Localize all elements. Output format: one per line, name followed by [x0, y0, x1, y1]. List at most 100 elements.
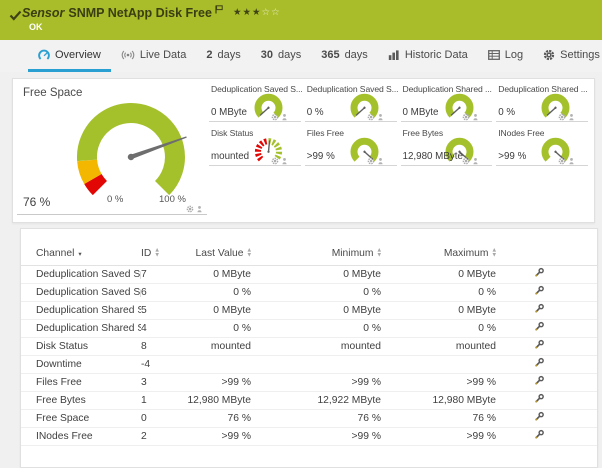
- channel-gauge-value: 12,980 MByte: [402, 151, 463, 162]
- channel-settings-gear-icon: [535, 429, 544, 439]
- channel-settings-icon[interactable]: [534, 339, 545, 353]
- mini-gear-icon[interactable]: [367, 157, 375, 165]
- gauge-cell-actions[interactable]: [462, 157, 479, 165]
- channel-gauge-label: Deduplication Saved S...: [306, 84, 399, 94]
- channel-gauge-value: mounted: [211, 151, 250, 162]
- gauge-cell-actions[interactable]: [462, 113, 479, 121]
- channel-settings-gear-icon: [535, 267, 544, 277]
- mini-gear-icon[interactable]: [462, 157, 470, 165]
- log-icon: [487, 49, 500, 60]
- gauge-max-label: 100 %: [159, 194, 186, 205]
- mini-person-icon[interactable]: [281, 113, 288, 121]
- channel-table-panel: Channel ▾ ID ▲ ▼ Last Value ▲ ▼ Minimum ▲ ▼ Max…: [20, 228, 598, 468]
- gauge-cell-actions[interactable]: [271, 157, 288, 165]
- channel-settings-gear-icon: [535, 375, 544, 385]
- mini-gear-icon[interactable]: [558, 113, 566, 121]
- main-gauge-title: Free Space: [23, 87, 83, 99]
- flag-icon: [215, 4, 223, 13]
- channel-settings-icon[interactable]: [534, 411, 545, 425]
- sensor-status-header: Sensor SNMP NetApp Disk Free ★★★☆☆ OK: [0, 0, 602, 40]
- gauge-needle: [259, 106, 270, 116]
- channel-gauge-label: INodes Free: [498, 128, 545, 138]
- tab-live-data[interactable]: Live Data: [111, 40, 196, 72]
- tab-365-days[interactable]: 365 days: [321, 48, 368, 61]
- column-header-last-value[interactable]: Last Value ▲ ▼: [186, 243, 251, 266]
- mini-person-icon[interactable]: [377, 157, 384, 165]
- table-row-disk-status[interactable]: Disk Status 8 mounted mounted mounted: [21, 337, 597, 356]
- channel-gauge: [254, 138, 282, 162]
- tab-historic-data[interactable]: Historic Data: [378, 40, 478, 72]
- priority-stars[interactable]: ★★★☆☆: [232, 6, 281, 18]
- live-data-icon: [121, 50, 135, 59]
- table-row-inodes-free[interactable]: INodes Free 2 >99 % >99 % >99 %: [21, 427, 597, 446]
- table-row-free-bytes[interactable]: Free Bytes 1 12,980 MByte 12,922 MByte 1…: [21, 391, 597, 410]
- tab-overview[interactable]: Overview: [28, 40, 111, 72]
- mini-gear-icon[interactable]: [367, 113, 375, 121]
- mini-gear-icon[interactable]: [462, 113, 470, 121]
- table-row-free-space[interactable]: Free Space 0 76 % 76 % 76 %: [21, 409, 597, 428]
- gauge-cell-actions[interactable]: [558, 157, 575, 165]
- gauge-grid: Deduplication Saved S... 0 MByte Dedupli…: [209, 83, 588, 166]
- channel-settings-icon[interactable]: [534, 375, 545, 389]
- mini-gear-icon[interactable]: [558, 157, 566, 165]
- channel-gauge: [445, 93, 474, 118]
- mini-person-icon[interactable]: [281, 157, 288, 165]
- tab-30-days[interactable]: 30 days: [260, 48, 302, 61]
- mini-person-icon[interactable]: [472, 113, 479, 121]
- table-row-files-free[interactable]: Files Free 3 >99 % >99 % >99 %: [21, 373, 597, 392]
- channel-gauge-label: Free Bytes: [402, 128, 444, 138]
- table-row-downtime[interactable]: Downtime -4: [21, 355, 597, 374]
- table-row-deduplication-shared-s[interactable]: Deduplication Shared S... 4 0 % 0 % 0 %: [21, 319, 597, 338]
- channel-settings-gear-icon: [535, 357, 544, 367]
- mini-person-icon[interactable]: [568, 113, 575, 121]
- sort-icon: ▲ ▼: [492, 248, 496, 258]
- gauge-cell-deduplication-saved-s: Deduplication Saved S... 0 %: [304, 83, 399, 122]
- mini-gear-icon[interactable]: [186, 205, 194, 213]
- column-header-id[interactable]: ID ▲ ▼: [141, 243, 186, 266]
- channel-settings-gear-icon: [535, 321, 544, 331]
- mini-person-icon[interactable]: [196, 205, 203, 213]
- channel-gauge: [254, 93, 283, 118]
- main-gauge-value: 76 %: [23, 195, 51, 209]
- channel-settings-gear-icon: [535, 393, 544, 403]
- table-row-deduplication-saved-sp[interactable]: Deduplication Saved Sp... 6 0 % 0 % 0 %: [21, 283, 597, 302]
- table-row-deduplication-shared-s[interactable]: Deduplication Shared S... 5 0 MByte 0 MB…: [21, 301, 597, 320]
- gauge-cell-actions[interactable]: [186, 205, 203, 213]
- channel-settings-icon[interactable]: [534, 285, 545, 299]
- mini-gear-icon[interactable]: [271, 157, 279, 165]
- overview-gauges-panel: Free Space 76 % 0 % 100 % Deduplication …: [12, 78, 595, 223]
- table-header-row: Channel ▾ ID ▲ ▼ Last Value ▲ ▼ Minimum ▲ ▼ Max…: [21, 243, 597, 266]
- gauge-cell-actions[interactable]: [271, 113, 288, 121]
- mini-person-icon[interactable]: [568, 157, 575, 165]
- main-gauge-cell: Free Space 76 % 0 % 100 %: [17, 83, 207, 215]
- gauge-cell-actions[interactable]: [367, 157, 384, 165]
- page-title: SNMP NetApp Disk Free: [68, 6, 212, 20]
- column-header-maximum[interactable]: Maximum ▲ ▼: [381, 243, 496, 266]
- mini-person-icon[interactable]: [377, 113, 384, 121]
- channel-settings-gear-icon: [535, 339, 544, 349]
- historic-data-icon: [388, 49, 399, 60]
- channel-gauge-value: >99 %: [306, 151, 335, 162]
- channel-settings-icon[interactable]: [534, 357, 545, 371]
- sort-icon: ▲ ▼: [155, 248, 159, 258]
- gauge-cell-actions[interactable]: [367, 113, 384, 121]
- channel-settings-icon[interactable]: [534, 429, 545, 443]
- column-header-channel[interactable]: Channel ▾: [21, 243, 141, 266]
- gauge-needle: [450, 106, 461, 116]
- mini-gear-icon[interactable]: [271, 113, 279, 121]
- column-header-minimum[interactable]: Minimum ▲ ▼: [251, 243, 381, 266]
- tab-log[interactable]: Log: [478, 40, 533, 72]
- gauge-cell-actions[interactable]: [558, 113, 575, 121]
- mini-person-icon[interactable]: [472, 157, 479, 165]
- channel-settings-icon[interactable]: [534, 393, 545, 407]
- gauge-needle: [546, 106, 557, 116]
- column-header-actions: [496, 243, 597, 266]
- channel-table: Channel ▾ ID ▲ ▼ Last Value ▲ ▼ Minimum ▲ ▼ Max…: [21, 243, 597, 446]
- channel-settings-icon[interactable]: [534, 321, 545, 335]
- channel-settings-icon[interactable]: [534, 267, 545, 281]
- table-row-deduplication-saved-sp[interactable]: Deduplication Saved Sp... 7 0 MByte 0 MB…: [21, 265, 597, 284]
- tab-settings[interactable]: Settings: [533, 40, 602, 72]
- channel-settings-gear-icon: [535, 411, 544, 421]
- channel-settings-icon[interactable]: [534, 303, 545, 317]
- tab-2-days[interactable]: 2 days: [206, 48, 241, 61]
